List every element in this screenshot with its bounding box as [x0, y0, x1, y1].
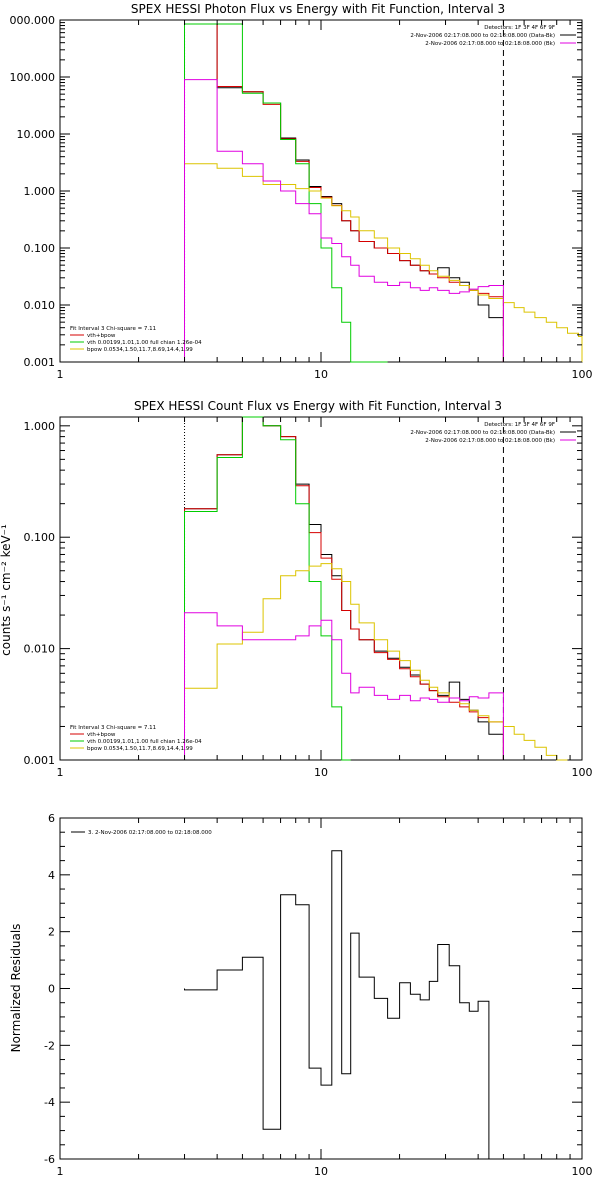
photon-flux-legend-vth-bpow: vth+bpow: [87, 333, 116, 339]
photon-flux-legend-data-bk: 2-Nov-2006 02:17:08.000 to 02:18:08.000 …: [410, 33, 555, 39]
count-flux-detectors: Detectors: 1F 3F 4F 6F 9F: [484, 422, 555, 428]
count-flux-title: SPEX HESSI Count Flux vs Energy with Fit…: [134, 399, 502, 413]
series-vth: [184, 416, 351, 761]
x-tick-label: 10: [314, 1165, 328, 1178]
x-tick-label: 1: [57, 766, 64, 779]
series-bpow: [184, 563, 568, 761]
series-background: [184, 612, 504, 760]
y-tick-label: 0: [48, 983, 55, 996]
count-flux-ticks: 1 10 100 0.001 0.010 0.100 1.000: [24, 417, 593, 779]
y-tick-label: 10.000: [17, 128, 56, 141]
residuals-legend: 3. 2-Nov-2006 02:17:08.000 to 02:18:08.0…: [88, 830, 212, 836]
y-tick-label: 6: [48, 812, 55, 825]
residuals-ticks: 1 10 100 -6 -4 -2 0 2 4 6: [44, 812, 592, 1178]
y-tick-label: -4: [44, 1096, 55, 1109]
y-tick-label: 000.000: [10, 14, 56, 27]
photon-flux-series: [184, 20, 583, 363]
series-bpow: [184, 163, 583, 362]
photon-flux-panel: SPEX HESSI Photon Flux vs Energy with Fi…: [10, 2, 593, 381]
series-vth-bpow: [184, 416, 504, 760]
series-vth: [184, 23, 388, 363]
y-tick-label: 0.001: [24, 356, 56, 369]
photon-flux-title: SPEX HESSI Photon Flux vs Energy with Fi…: [131, 2, 505, 16]
y-tick-label: -2: [44, 1039, 55, 1052]
count-flux-legend-bk: 2-Nov-2006 02:17:08.000 to 02:18:08.000 …: [425, 438, 555, 444]
photon-flux-fit-header: Fit Interval 3 Chi-square = 7.11: [70, 326, 156, 332]
count-flux-legend-vth: vth 0.00199,1.01,1.00 full chian 1.26e-0…: [87, 739, 202, 745]
y-tick-label: -6: [44, 1153, 55, 1166]
series-vth-bpow: [184, 23, 504, 362]
x-tick-label: 1: [57, 1165, 64, 1178]
x-tick-label: 10: [314, 368, 328, 381]
count-flux-legend-data-bk: 2-Nov-2006 02:17:08.000 to 02:18:08.000 …: [410, 430, 555, 436]
residuals-series: [184, 850, 490, 1159]
x-tick-label: 100: [572, 1165, 593, 1178]
y-tick-label: 0.010: [24, 643, 56, 656]
x-tick-label: 100: [572, 766, 593, 779]
series-data: [184, 416, 504, 760]
y-tick-label: 0.001: [24, 754, 56, 767]
residuals-ylabel: Normalized Residuals: [9, 924, 23, 1053]
y-tick-label: 1.000: [24, 185, 56, 198]
photon-flux-ticks: 1 10 100 0.001 0.010 0.100 1.000 10.000 100.000 0…: [10, 14, 593, 381]
y-tick-label: 4: [48, 869, 55, 882]
count-flux-legend-vth-bpow: vth+bpow: [87, 732, 116, 738]
count-flux-legend-bpow: bpow 0.0534,1.50,11.7,8.69,14.4,1.99: [87, 746, 193, 752]
y-tick-label: 0.100: [24, 242, 56, 255]
residuals-panel: 1 10 100 -6 -4 -2 0 2 4 6 Normalized Residuals 3.…: [9, 812, 593, 1178]
count-flux-series: [184, 416, 568, 761]
y-tick-label: 2: [48, 926, 55, 939]
y-tick-label: 100.000: [10, 71, 56, 84]
x-tick-label: 100: [572, 368, 593, 381]
y-tick-label: 1.000: [24, 420, 56, 433]
photon-flux-legend-bpow: bpow 0.0534,1.50,11.7,8.69,14.4,1.99: [87, 347, 193, 353]
x-tick-label: 1: [57, 368, 64, 381]
series-residuals: [184, 850, 490, 1159]
residuals-plot-frame: [59, 817, 583, 1160]
photon-flux-legend-bk: 2-Nov-2006 02:17:08.000 to 02:18:08.000 …: [425, 41, 555, 47]
photon-flux-detectors: Detectors: 1F 3F 4F 6F 9F: [484, 25, 555, 31]
series-data: [184, 23, 504, 362]
count-flux-fit-header: Fit Interval 3 Chi-square = 7.11: [70, 725, 156, 731]
series-background: [184, 79, 504, 362]
x-tick-label: 10: [314, 766, 328, 779]
count-flux-panel: SPEX HESSI Count Flux vs Energy with Fit…: [0, 399, 593, 779]
photon-flux-legend-vth: vth 0.00199,1.01,1.00 full chian 1.26e-0…: [87, 340, 202, 346]
y-tick-label: 0.100: [24, 531, 56, 544]
y-tick-label: 0.010: [24, 299, 56, 312]
count-flux-ylabel: counts s⁻¹ cm⁻² keV⁻¹: [0, 524, 13, 656]
